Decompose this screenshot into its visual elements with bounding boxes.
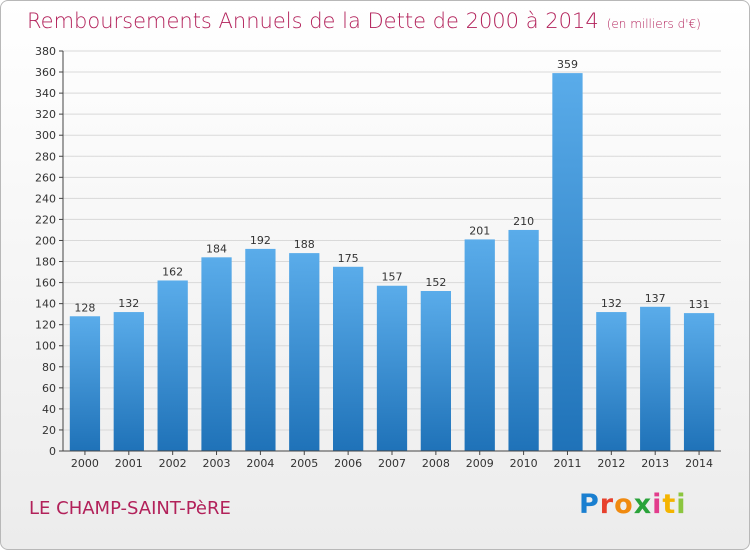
data-label: 128 — [74, 301, 95, 314]
y-tick-label: 140 — [35, 298, 56, 311]
y-tick-label: 300 — [35, 129, 56, 142]
bar-2008 — [420, 291, 452, 451]
y-tick-label: 260 — [35, 171, 56, 184]
bar-2009 — [464, 239, 495, 451]
x-tick-label: 2003 — [203, 457, 231, 470]
bar-2001 — [113, 312, 144, 451]
data-label: 188 — [294, 238, 315, 251]
y-tick-label: 100 — [35, 340, 56, 353]
logo-letter: o — [614, 489, 634, 520]
y-tick-label: 200 — [35, 234, 56, 247]
y-tick-label: 180 — [35, 256, 56, 269]
data-label: 184 — [206, 242, 227, 255]
chart-subtitle: (en milliers d'€) — [606, 17, 701, 31]
data-label: 210 — [513, 215, 534, 228]
bar-2000 — [69, 316, 101, 451]
y-tick-label: 160 — [35, 277, 56, 290]
bar-2012 — [596, 312, 627, 451]
x-tick-label: 2008 — [422, 457, 450, 470]
x-tick-label: 2007 — [378, 457, 406, 470]
y-tick-label: 220 — [35, 213, 56, 226]
x-tick-label: 2005 — [290, 457, 318, 470]
chart-title-text: Remboursements Annuels de la Dette de 20… — [27, 9, 599, 33]
data-label: 137 — [645, 292, 666, 305]
y-tick-label: 120 — [35, 319, 56, 332]
x-tick-label: 2004 — [246, 457, 274, 470]
logo-letter: x — [633, 489, 653, 520]
bar-2004 — [245, 248, 276, 451]
x-tick-label: 2009 — [466, 457, 494, 470]
y-tick-label: 240 — [35, 192, 56, 205]
x-tick-label: 2002 — [159, 457, 187, 470]
bar-2006 — [332, 266, 364, 451]
data-label: 201 — [469, 224, 490, 237]
y-tick-label: 40 — [42, 403, 56, 416]
data-label: 132 — [118, 297, 139, 310]
data-label: 157 — [382, 271, 403, 284]
chart-title: Remboursements Annuels de la Dette de 20… — [27, 9, 701, 33]
x-tick-label: 2001 — [115, 457, 143, 470]
y-tick-label: 60 — [42, 382, 56, 395]
x-tick-label: 2006 — [334, 457, 362, 470]
bar-2002 — [157, 280, 188, 451]
logo-letter: t — [662, 489, 677, 520]
proxiti-logo: Proxiti — [579, 489, 687, 520]
axes — [59, 50, 721, 455]
y-tick-label: 280 — [35, 150, 56, 163]
logo-letter: r — [599, 489, 615, 520]
bar-2003 — [201, 257, 232, 451]
logo-letter: P — [579, 489, 600, 520]
data-label: 175 — [338, 252, 359, 265]
logo-letter: i — [652, 489, 663, 520]
x-tick-label: 2014 — [685, 457, 713, 470]
x-tick-label: 2012 — [597, 457, 625, 470]
x-tick-label: 2011 — [553, 457, 581, 470]
data-label: 192 — [250, 234, 271, 247]
y-tick-label: 380 — [35, 45, 56, 58]
labels: 0 20 40 60 80 100 120 140 160 180 200 220 240 260 280 3… — [35, 45, 713, 470]
y-tick-label: 320 — [35, 108, 56, 121]
bar-2014 — [683, 313, 715, 451]
bar-2011 — [552, 73, 583, 452]
data-label: 162 — [162, 265, 183, 278]
x-tick-label: 2010 — [510, 457, 538, 470]
y-tick-label: 80 — [42, 361, 56, 374]
y-tick-label: 0 — [49, 445, 56, 458]
data-label: 131 — [689, 298, 710, 311]
y-tick-label: 20 — [42, 424, 56, 437]
commune-name: LE CHAMP-SAINT-PèRE — [29, 498, 231, 519]
y-tick-label: 340 — [35, 87, 56, 100]
x-tick-label: 2000 — [71, 457, 99, 470]
data-label: 152 — [425, 276, 446, 289]
bar-2013 — [640, 306, 671, 451]
y-tick-label: 360 — [35, 66, 56, 79]
logo-letter: i — [676, 489, 687, 520]
bar-2005 — [289, 253, 320, 451]
bar-2007 — [376, 285, 408, 451]
bar-2010 — [508, 229, 539, 451]
bars — [69, 73, 715, 452]
data-label: 132 — [601, 297, 622, 310]
x-tick-label: 2013 — [641, 457, 669, 470]
data-label: 359 — [557, 58, 578, 71]
